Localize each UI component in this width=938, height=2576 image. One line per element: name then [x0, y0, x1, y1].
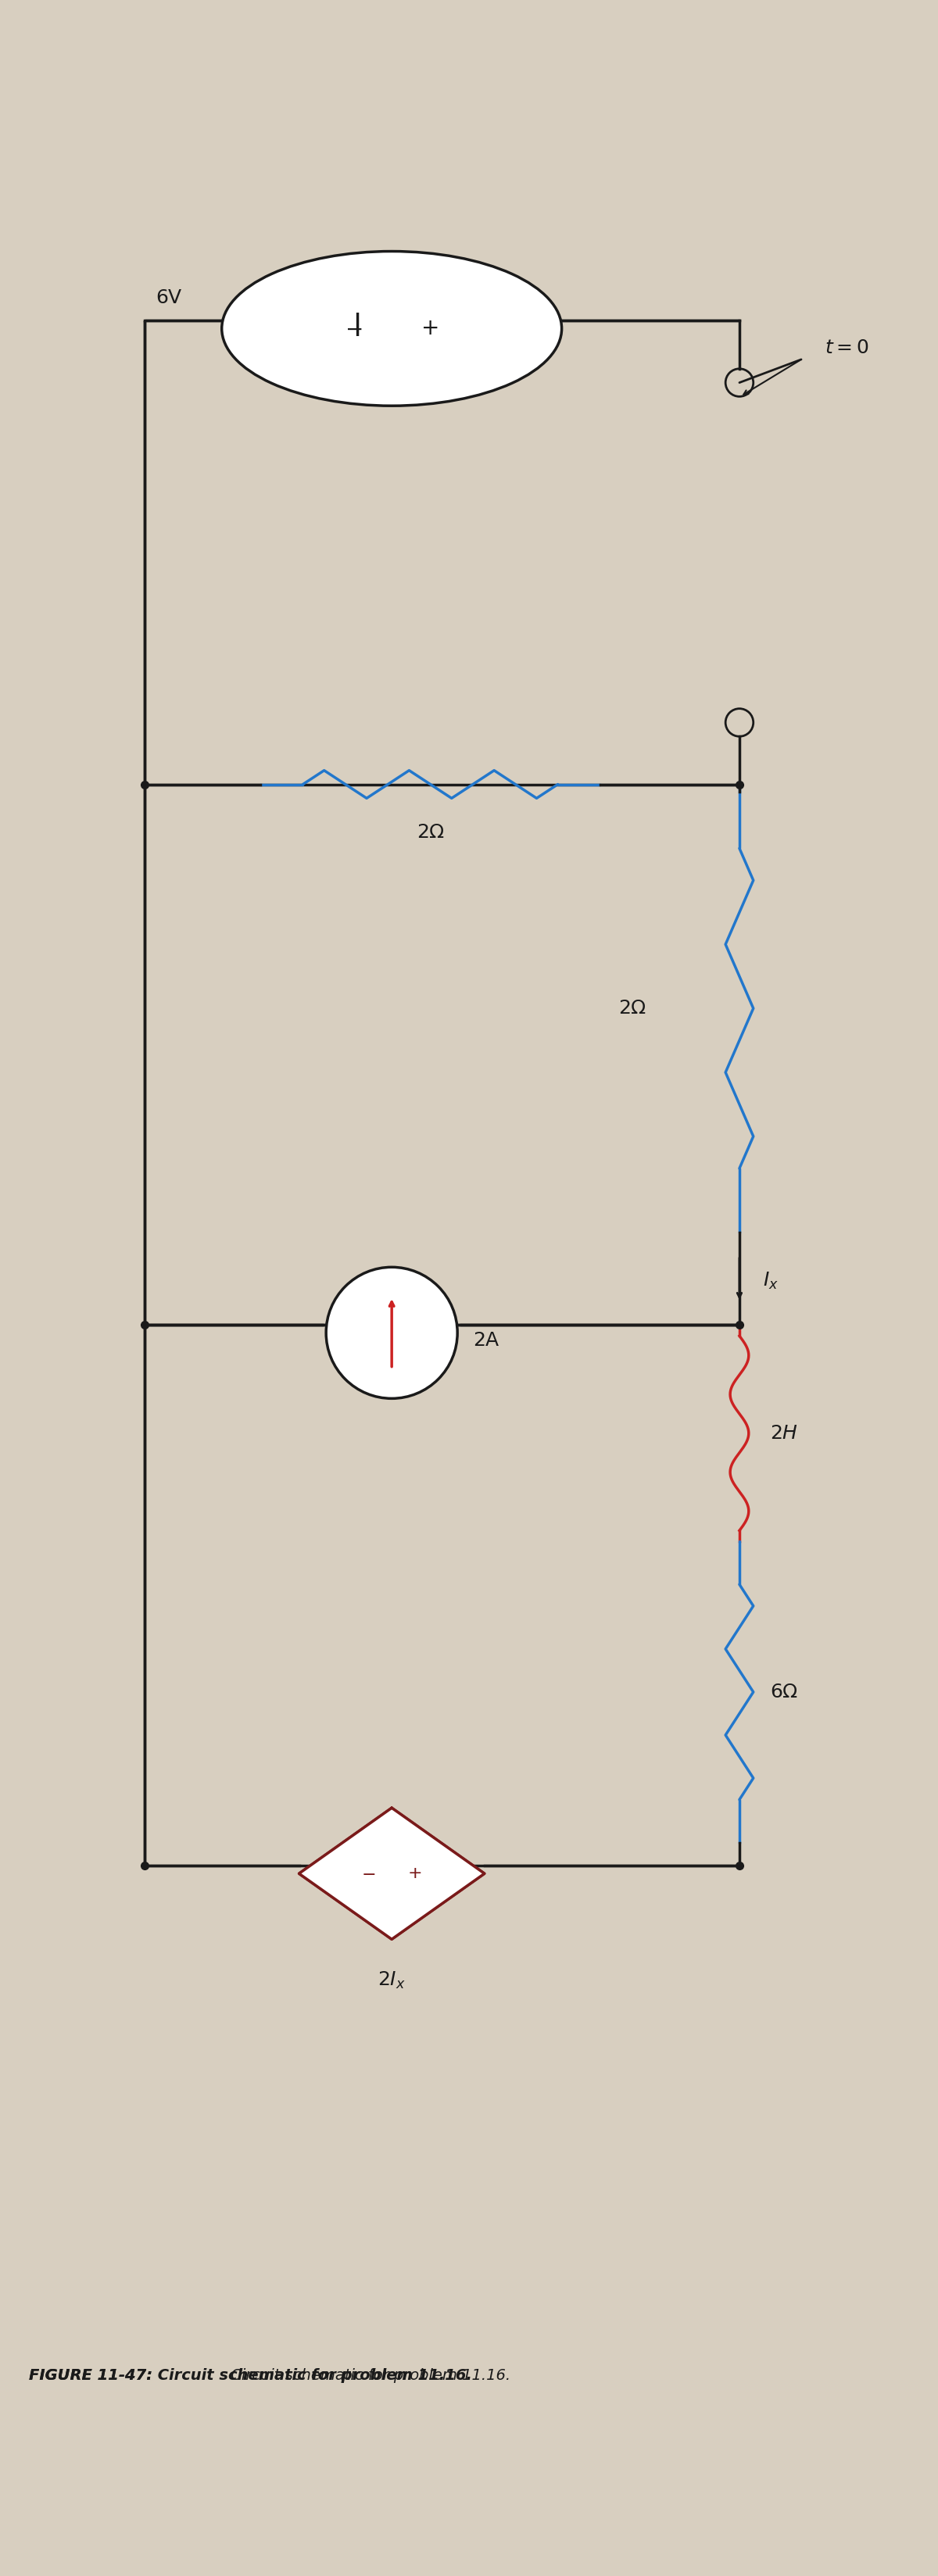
- Text: $2I_x$: $2I_x$: [378, 1971, 406, 1991]
- Text: $-$: $-$: [344, 317, 362, 340]
- Text: FIGURE 11-47: Circuit schematic for problem 11.16.: FIGURE 11-47: Circuit schematic for prob…: [28, 2367, 472, 2383]
- Text: $I_x$: $I_x$: [763, 1270, 779, 1291]
- Text: $t = 0$: $t = 0$: [825, 337, 869, 358]
- Text: +: +: [408, 1865, 422, 1880]
- Text: $2H$: $2H$: [770, 1425, 798, 1443]
- Polygon shape: [299, 1808, 484, 1940]
- Text: $2\mathrm{A}$: $2\mathrm{A}$: [473, 1332, 500, 1350]
- Text: FIGURE 11-47:: FIGURE 11-47:: [28, 2367, 152, 2383]
- Text: |: |: [353, 312, 361, 337]
- Text: $-$: $-$: [361, 1865, 376, 1880]
- Text: $6\Omega$: $6\Omega$: [770, 1682, 798, 1700]
- Ellipse shape: [221, 252, 562, 407]
- Text: +: +: [421, 317, 440, 340]
- Circle shape: [326, 1267, 458, 1399]
- Text: $2\Omega$: $2\Omega$: [416, 822, 445, 842]
- Text: $6\mathrm{V}$: $6\mathrm{V}$: [156, 289, 183, 307]
- Text: Circuit schematic for problem 11.16.: Circuit schematic for problem 11.16.: [226, 2367, 510, 2383]
- Text: $2\Omega$: $2\Omega$: [618, 999, 646, 1018]
